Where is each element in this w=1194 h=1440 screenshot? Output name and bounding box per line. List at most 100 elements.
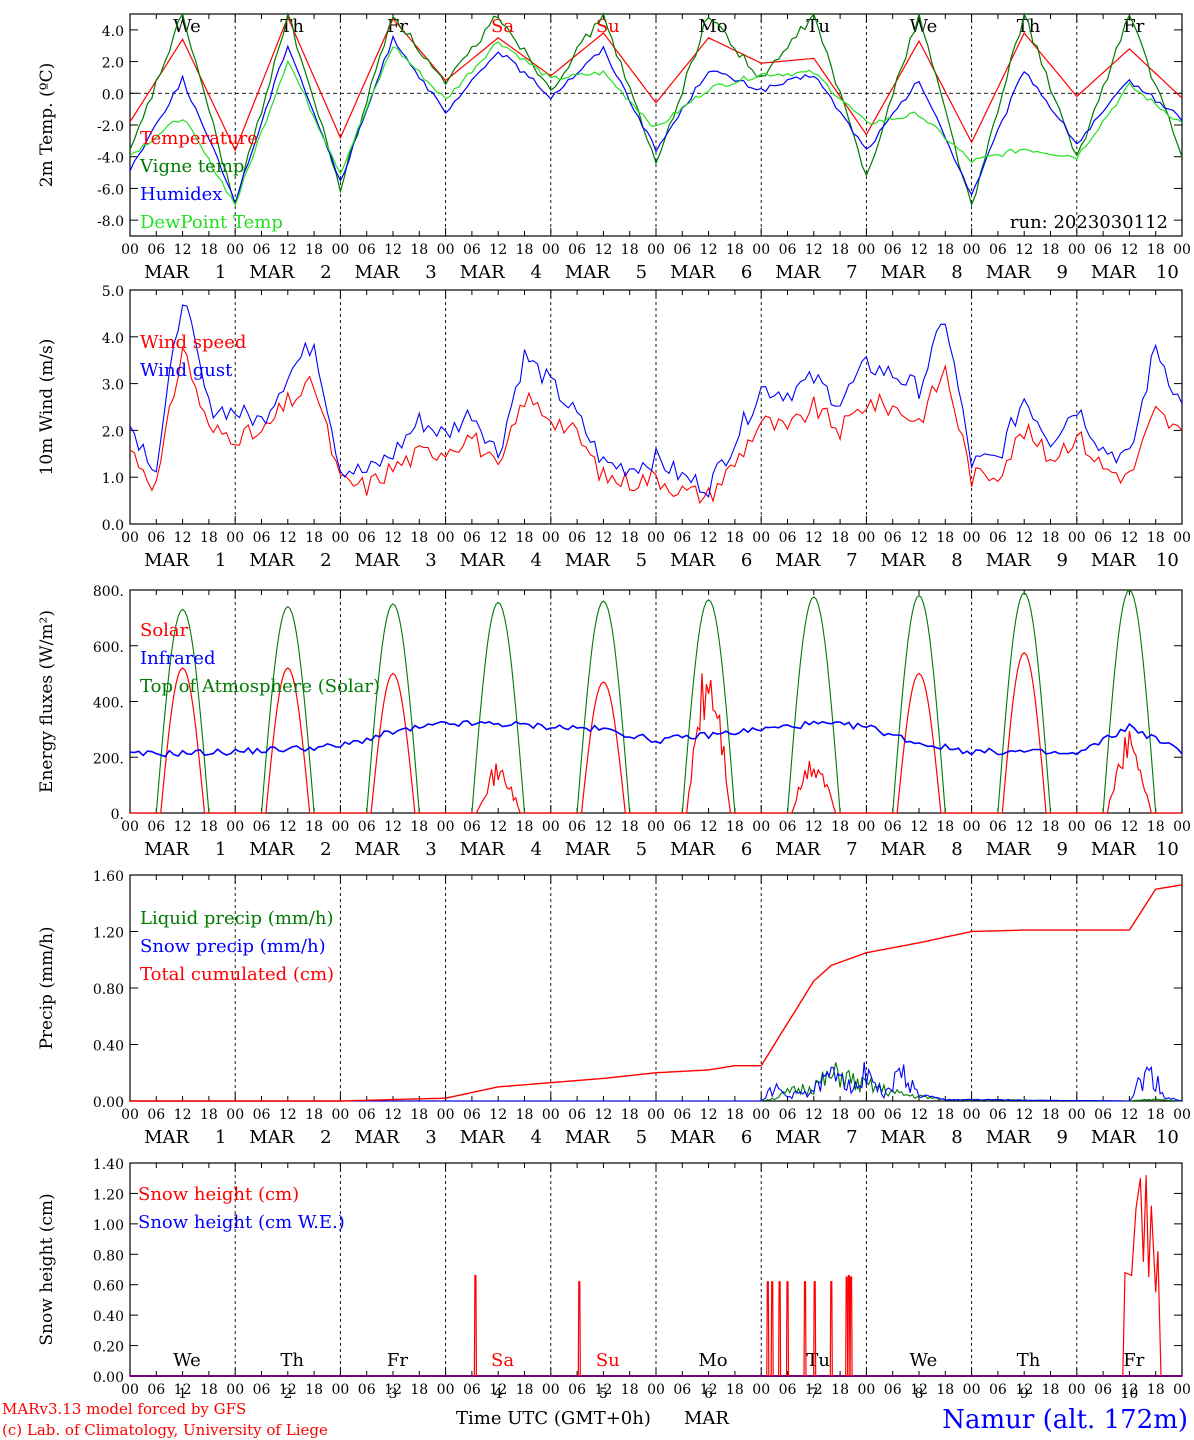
hour-tick-label: 12 (910, 1107, 928, 1123)
hour-tick-label: 06 (463, 530, 481, 546)
hour-tick-label: 12 (279, 242, 297, 258)
credit-line: (c) Lab. of Climatology, University of L… (2, 1421, 328, 1439)
hour-tick-label: 12 (594, 242, 612, 258)
hour-tick-label: 18 (936, 1382, 954, 1398)
day-number-label: 10 (1120, 1386, 1138, 1402)
weekday-label-top: We (173, 16, 201, 37)
date-day-label: 2 (320, 262, 331, 283)
date-day-label: 4 (530, 262, 541, 283)
hour-tick-label: 06 (358, 530, 376, 546)
snow-spike (849, 1276, 853, 1377)
y-tick-label: 4.0 (102, 331, 124, 347)
date-month-label: MAR (986, 262, 1031, 283)
hour-tick-label: 18 (516, 1107, 534, 1123)
hour-tick-label: 00 (752, 819, 770, 835)
weekday-label-bottom: Fr (1123, 1350, 1144, 1371)
energy-series (129, 589, 1183, 814)
date-day-label: 5 (636, 839, 647, 860)
hour-tick-label: 12 (594, 530, 612, 546)
y-tick-label: -4.0 (97, 151, 124, 167)
date-month-label: MAR (460, 839, 505, 860)
hour-tick-label: 12 (594, 1382, 612, 1398)
hour-tick-label: 18 (305, 530, 323, 546)
hour-tick-label: 00 (647, 242, 665, 258)
hour-tick-label: 00 (647, 1107, 665, 1123)
date-month-label: MAR (775, 1127, 820, 1148)
y-tick-label: 0.00 (93, 1370, 124, 1386)
hour-tick-label: 12 (174, 819, 192, 835)
hour-tick-label: 06 (884, 819, 902, 835)
hour-tick-label: 00 (1068, 530, 1086, 546)
hour-tick-label: 18 (1042, 530, 1060, 546)
hour-tick-label: 18 (516, 530, 534, 546)
hour-tick-label: 00 (226, 1107, 244, 1123)
hour-tick-label: 18 (200, 1107, 218, 1123)
y-axis-title: 2m Temp. (ºC) (37, 63, 57, 188)
hour-tick-label: 00 (752, 1382, 770, 1398)
legend-entry: Wind gust (140, 360, 233, 381)
hour-tick-label: 12 (384, 530, 402, 546)
hour-tick-label: 12 (174, 242, 192, 258)
hour-tick-label: 12 (279, 819, 297, 835)
y-tick-label: -8.0 (97, 214, 124, 230)
weekday-label-top: Su (596, 16, 620, 37)
day-number-label: 8 (915, 1386, 924, 1402)
series-line-temperature (129, 15, 1183, 152)
hour-tick-label: 06 (253, 819, 271, 835)
hour-tick-label: 00 (963, 242, 981, 258)
date-day-label: 10 (1156, 839, 1179, 860)
hour-tick-label: 18 (200, 819, 218, 835)
y-tick-label: 1.20 (93, 1187, 124, 1203)
hour-tick-label: 12 (594, 1107, 612, 1123)
station-title: Namur (alt. 172m) (942, 1405, 1188, 1435)
hour-tick-label: 06 (673, 1107, 691, 1123)
hour-tick-label: 18 (1042, 1382, 1060, 1398)
hour-tick-label: 06 (989, 819, 1007, 835)
date-day-label: 6 (741, 839, 752, 860)
hour-tick-label: 12 (700, 1382, 718, 1398)
hour-tick-label: 00 (1173, 530, 1191, 546)
hour-tick-label: 00 (1173, 1107, 1191, 1123)
date-month-label: MAR (670, 550, 715, 571)
hour-tick-label: 18 (1147, 242, 1165, 258)
date-day-label: 8 (951, 550, 962, 571)
y-tick-label: 3.0 (102, 378, 124, 394)
hour-tick-label: 06 (568, 1382, 586, 1398)
y-tick-label: 2.0 (102, 424, 124, 440)
hour-tick-label: 00 (542, 1107, 560, 1123)
hour-tick-label: 12 (1015, 242, 1033, 258)
hour-tick-label: 12 (489, 1107, 507, 1123)
hour-tick-label: 18 (936, 530, 954, 546)
date-month-label: MAR (1091, 1127, 1136, 1148)
hour-tick-label: 00 (752, 530, 770, 546)
hour-tick-label: 00 (1068, 1107, 1086, 1123)
hour-tick-label: 18 (621, 242, 639, 258)
date-day-label: 9 (1056, 262, 1067, 283)
hour-tick-label: 12 (489, 1382, 507, 1398)
x-axis-month: MAR (684, 1408, 729, 1429)
date-day-label: 3 (425, 1127, 436, 1148)
hour-tick-label: 12 (1015, 1382, 1033, 1398)
series-line-humidex (129, 34, 1183, 206)
snow-spike (847, 1274, 851, 1377)
hour-tick-label: 06 (147, 242, 165, 258)
hour-tick-label: 18 (936, 819, 954, 835)
hour-tick-label: 18 (1147, 1107, 1165, 1123)
hour-tick-label: 18 (1147, 819, 1165, 835)
y-tick-label: 0.0 (102, 87, 124, 103)
date-day-label: 6 (741, 262, 752, 283)
date-day-label: 10 (1156, 1127, 1179, 1148)
y-axis-title: 10m Wind (m/s) (37, 339, 57, 476)
date-day-label: 5 (636, 550, 647, 571)
series-line-total-cumulated-cm- (130, 884, 1183, 1102)
date-month-label: MAR (144, 839, 189, 860)
hour-tick-label: 06 (673, 530, 691, 546)
date-day-label: 7 (846, 550, 857, 571)
hour-tick-label: 06 (463, 1382, 481, 1398)
hour-tick-label: 00 (542, 530, 560, 546)
hour-tick-label: 06 (779, 819, 797, 835)
hour-tick-label: 18 (305, 242, 323, 258)
date-day-label: 8 (951, 1127, 962, 1148)
hour-tick-label: 06 (779, 1382, 797, 1398)
